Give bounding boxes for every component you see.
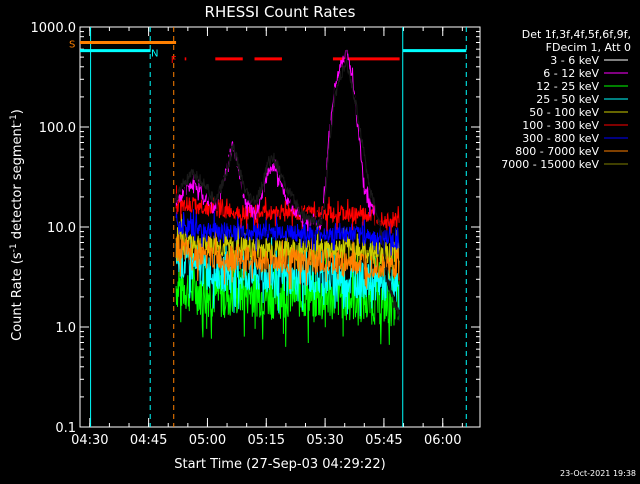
x-tick-label: 05:00 xyxy=(189,433,226,448)
series-line xyxy=(175,209,400,256)
y-axis-label: Count Rate (s-1 detector segment-1) xyxy=(9,109,25,341)
legend-label: 25 - 50 keV xyxy=(536,93,599,106)
legend-label: 50 - 100 keV xyxy=(529,106,599,119)
y-tick-label: 1.0 xyxy=(55,321,76,336)
series-line xyxy=(175,49,400,323)
f-label: F xyxy=(171,55,177,66)
legend-label: 7000 - 15000 keV xyxy=(501,158,599,171)
y-axis-label-close: ) xyxy=(10,109,25,114)
s-label: S xyxy=(69,39,75,50)
series-line xyxy=(175,228,400,290)
y-axis-label-sup2: -1 xyxy=(9,114,19,123)
series-line-3-6kev xyxy=(175,58,400,315)
y-tick-label: 10.0 xyxy=(47,221,76,236)
y-tick-label: 100.0 xyxy=(39,121,76,136)
legend-header: Det 1f,3f,4f,5f,6f,9f, xyxy=(522,28,631,41)
legend-label: 3 - 6 keV xyxy=(550,54,599,67)
legend-label: 6 - 12 keV xyxy=(543,67,599,80)
x-tick-label: 05:45 xyxy=(365,433,402,448)
y-axis-label-sup: -1 xyxy=(9,243,19,252)
y-tick-label: 0.1 xyxy=(55,421,76,436)
x-tick-label: 05:30 xyxy=(306,433,343,448)
legend-label: 12 - 25 keV xyxy=(536,80,599,93)
x-tick-label: 04:45 xyxy=(130,433,167,448)
chart-title: RHESSI Count Rates xyxy=(205,3,356,21)
x-tick-label: 04:30 xyxy=(71,433,108,448)
series-line xyxy=(175,234,400,322)
y-tick-label: 1000.0 xyxy=(31,21,77,36)
legend-label: 800 - 7000 keV xyxy=(515,145,599,158)
x-tick-label: 05:15 xyxy=(248,433,285,448)
y-axis-label-main: Count Rate (s xyxy=(10,252,25,341)
x-axis-label: Start Time (27-Sep-03 04:29:22) xyxy=(174,457,385,472)
n-label: N xyxy=(151,49,158,60)
footer-date: 23-Oct-2021 19:38 xyxy=(560,469,636,478)
plot-area: 0.1 1.0 10.0 100.0 1000.0 04:30 04:45 05:00 05:1… xyxy=(31,21,481,448)
legend-header: FDecim 1, Att 0 xyxy=(546,41,631,54)
legend: Det 1f,3f,4f,5f,6f,9f,FDecim 1, Att 03 -… xyxy=(501,28,631,171)
legend-label: 300 - 800 keV xyxy=(522,132,599,145)
x-tick-label: 06:00 xyxy=(424,433,461,448)
legend-label: 100 - 300 keV xyxy=(522,119,599,132)
y-axis-label-tail: detector segment xyxy=(10,123,25,243)
